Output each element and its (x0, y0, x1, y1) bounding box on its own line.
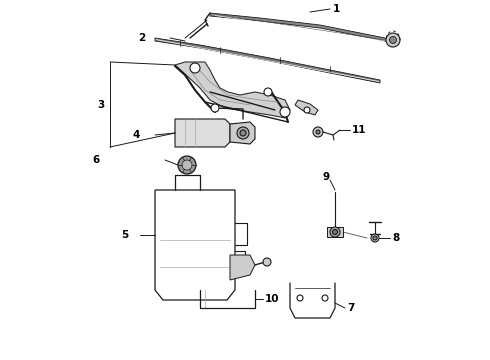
Text: 4: 4 (133, 130, 140, 140)
Polygon shape (230, 122, 255, 144)
Circle shape (371, 234, 379, 242)
Circle shape (297, 295, 303, 301)
Text: 5: 5 (121, 230, 128, 240)
Text: 10: 10 (265, 294, 279, 304)
Polygon shape (327, 227, 343, 237)
Circle shape (263, 258, 271, 266)
Circle shape (264, 88, 272, 96)
Circle shape (280, 107, 290, 117)
Circle shape (211, 104, 219, 112)
Circle shape (322, 295, 328, 301)
Polygon shape (295, 100, 318, 115)
Circle shape (190, 63, 200, 73)
Circle shape (333, 230, 338, 234)
Circle shape (240, 130, 246, 136)
Circle shape (386, 33, 400, 47)
Text: 6: 6 (93, 155, 100, 165)
Circle shape (390, 36, 396, 44)
Circle shape (373, 236, 377, 240)
Polygon shape (155, 38, 380, 83)
Text: 9: 9 (323, 172, 330, 182)
Text: 7: 7 (347, 303, 354, 313)
Circle shape (304, 107, 310, 113)
Circle shape (330, 227, 340, 237)
Circle shape (237, 127, 249, 139)
Text: 11: 11 (352, 125, 367, 135)
Text: 2: 2 (138, 33, 145, 43)
Text: 8: 8 (392, 233, 399, 243)
Polygon shape (175, 119, 230, 147)
Polygon shape (230, 255, 255, 280)
Circle shape (182, 160, 192, 170)
Circle shape (178, 156, 196, 174)
Text: 1: 1 (333, 4, 340, 14)
Circle shape (316, 130, 320, 134)
Polygon shape (175, 62, 290, 118)
Polygon shape (155, 190, 235, 300)
Text: 3: 3 (97, 100, 104, 110)
Polygon shape (210, 13, 390, 42)
Circle shape (313, 127, 323, 137)
